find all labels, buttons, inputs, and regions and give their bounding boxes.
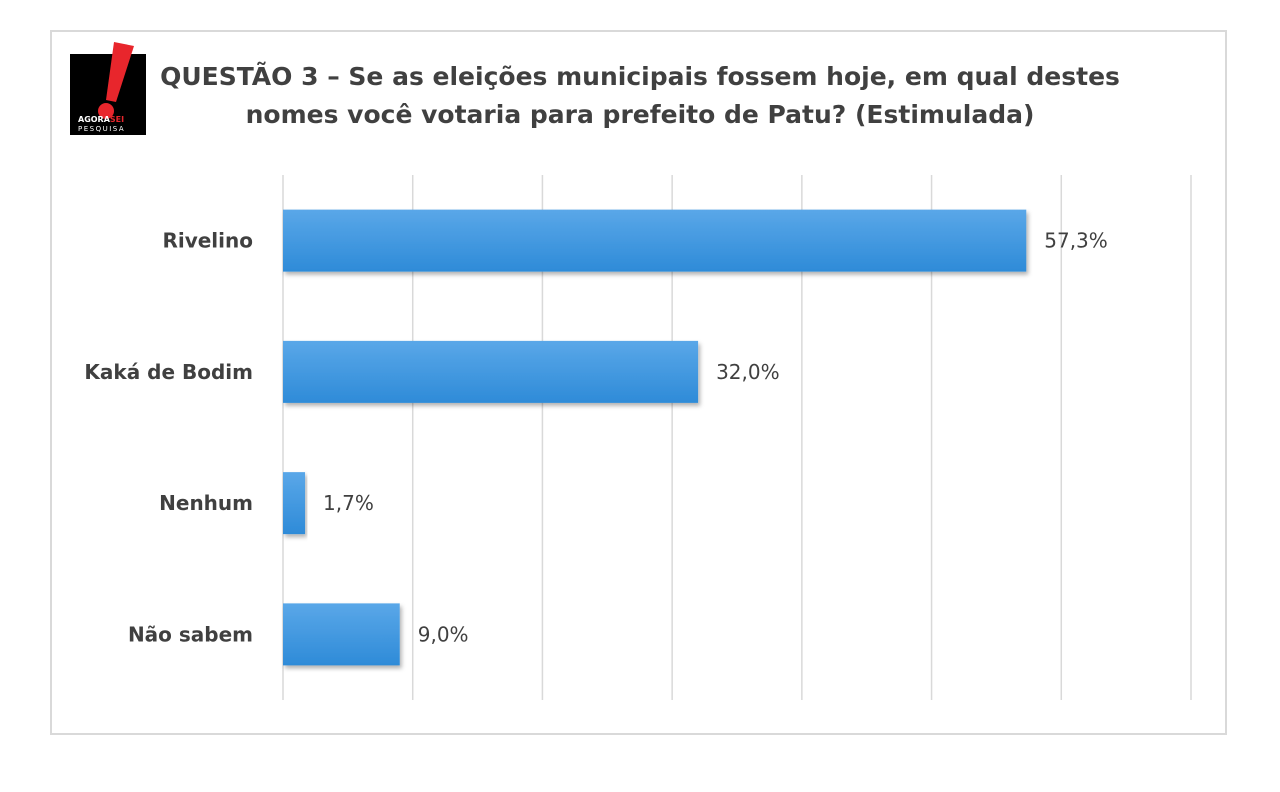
logo-exclamation-bar [106,42,134,102]
agorasei-logo: AGORASEI PESQUISA [70,42,146,135]
bars [283,209,1027,666]
category-label: Não sabem [128,622,253,646]
svg-text:AGORASEI: AGORASEI [78,115,124,124]
category-label: Nenhum [159,491,253,515]
value-label: 9,0% [418,622,469,646]
value-label: 1,7% [323,491,374,515]
category-labels: Rivelino Kaká de Bodim Nenhum Não sabem [84,229,253,647]
logo-text-pesquisa: PESQUISA [78,125,125,133]
value-label: 57,3% [1044,229,1108,253]
logo-exclamation-dot [98,103,114,119]
value-label: 32,0% [716,360,780,384]
bar [283,472,306,535]
value-labels: 57,3% 32,0% 1,7% 9,0% [323,229,1108,647]
chart-title-line-1: QUESTÃO 3 – Se as eleições municipais fo… [160,62,1120,91]
logo-text-agora: AGORA [78,115,111,124]
bar [283,603,400,666]
logo-text-sei: SEI [110,115,124,124]
bar [283,340,699,403]
category-label: Rivelino [162,229,253,253]
category-label: Kaká de Bodim [84,360,253,384]
chart-title: QUESTÃO 3 – Se as eleições municipais fo… [160,58,1120,134]
chart-title-line-2: nomes você votaria para prefeito de Patu… [245,100,1035,129]
bar [283,209,1027,272]
